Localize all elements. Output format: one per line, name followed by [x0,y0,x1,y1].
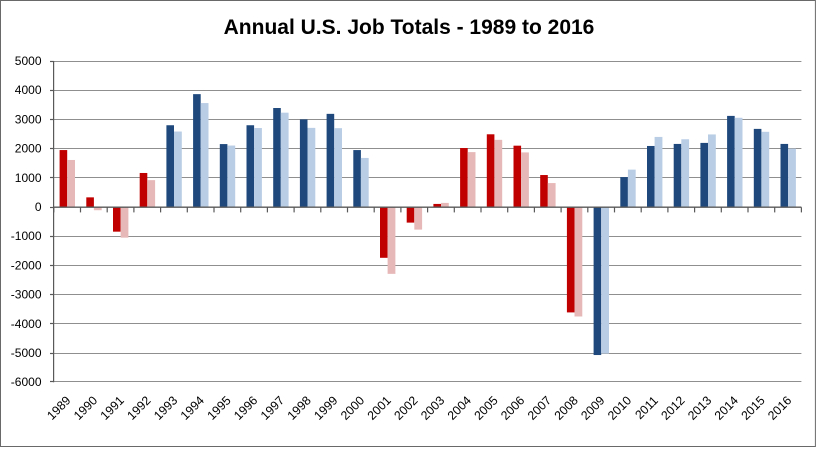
svg-text:-5000: -5000 [11,346,42,360]
svg-text:Annual U.S. Job Totals - 1989: Annual U.S. Job Totals - 1989 to 2016 [224,16,595,39]
svg-text:3000: 3000 [15,112,42,126]
svg-text:1000: 1000 [15,171,42,185]
svg-text:0: 0 [35,200,42,214]
svg-text:-1000: -1000 [11,229,42,243]
svg-text:4000: 4000 [15,83,42,97]
svg-text:2000: 2000 [15,142,42,156]
svg-text:-2000: -2000 [11,258,42,272]
svg-text:-6000: -6000 [11,375,42,389]
svg-text:5000: 5000 [15,54,42,68]
svg-text:-3000: -3000 [11,288,42,302]
svg-text:-4000: -4000 [11,317,42,331]
